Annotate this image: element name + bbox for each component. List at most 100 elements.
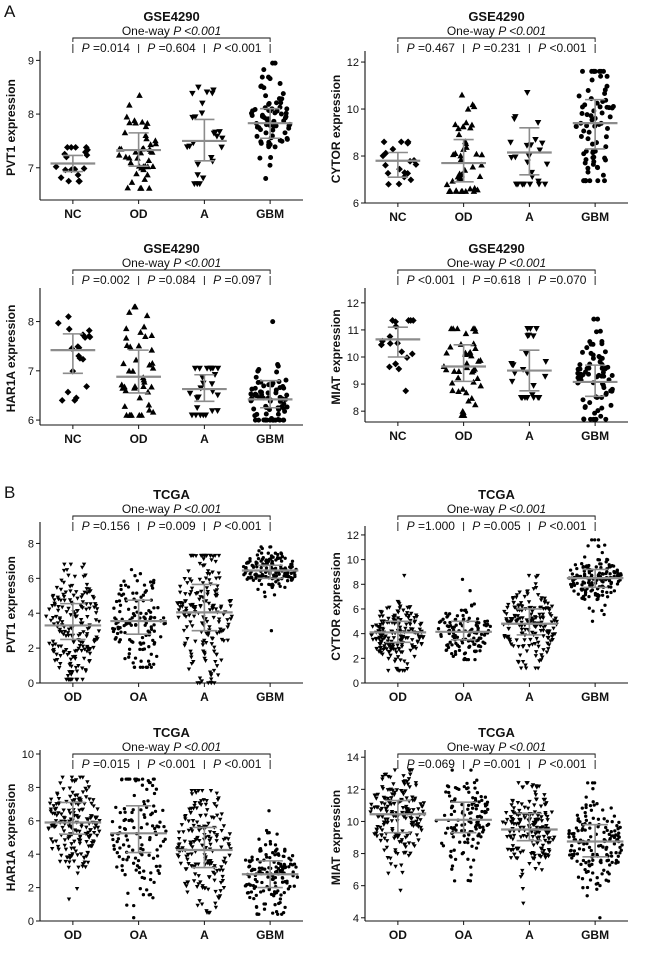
data-point	[207, 625, 212, 630]
pair-p-value: P =0.467	[407, 41, 456, 55]
data-point	[128, 179, 136, 185]
oneway-label: One-way P <0.001	[447, 740, 546, 754]
data-point	[522, 351, 530, 357]
data-point	[580, 397, 586, 403]
data-point	[212, 553, 218, 558]
data-point	[80, 640, 85, 645]
data-point	[484, 810, 488, 814]
data-point	[267, 557, 272, 561]
data-point	[608, 572, 612, 576]
data-point	[602, 612, 606, 617]
data-point	[402, 573, 407, 578]
data-point	[150, 584, 154, 588]
data-point	[601, 373, 607, 379]
data-point	[450, 804, 455, 809]
data-point	[196, 862, 201, 867]
data-point	[280, 880, 285, 884]
data-point	[46, 827, 51, 832]
data-point	[530, 383, 537, 389]
data-point	[66, 865, 71, 870]
data-point	[54, 319, 62, 327]
data-point	[454, 828, 458, 832]
data-point	[578, 820, 582, 824]
data-point	[513, 619, 519, 624]
data-point	[603, 603, 607, 607]
data-point	[535, 666, 541, 671]
data-point	[571, 853, 576, 858]
data-point	[94, 607, 100, 612]
data-point	[192, 801, 198, 805]
data-point	[390, 642, 395, 647]
data-point	[370, 624, 375, 629]
data-point	[214, 791, 220, 796]
y-tick-label: 0	[353, 678, 359, 690]
data-point	[261, 67, 267, 73]
data-point	[202, 412, 210, 419]
data-point	[462, 330, 470, 337]
data-point	[601, 808, 605, 812]
data-point	[450, 768, 454, 772]
data-point	[227, 853, 232, 858]
data-point	[257, 155, 263, 161]
data-point	[469, 163, 477, 170]
data-point	[394, 650, 399, 655]
data-point	[283, 556, 287, 560]
chart-title: GSE4290	[468, 241, 524, 256]
data-point	[386, 642, 391, 647]
pair-p-value: P <0.001	[213, 41, 262, 55]
pair-p-value: P =0.618	[472, 273, 521, 287]
data-point	[445, 643, 449, 647]
data-point	[186, 828, 192, 833]
data-point	[61, 580, 67, 585]
data-point	[254, 905, 259, 909]
data-point	[476, 173, 484, 180]
data-point	[387, 801, 392, 806]
data-point	[443, 349, 450, 356]
data-point	[83, 865, 88, 870]
y-tick-label: 8	[28, 109, 34, 121]
data-point	[57, 859, 63, 864]
data-point	[518, 825, 523, 830]
data-point	[575, 859, 579, 863]
data-point	[455, 614, 460, 618]
data-point	[457, 152, 464, 159]
data-point	[591, 609, 595, 613]
data-point	[78, 618, 84, 622]
data-point	[254, 576, 258, 580]
data-point	[279, 559, 284, 563]
data-point	[213, 901, 218, 906]
data-point	[148, 346, 156, 353]
data-point	[257, 866, 262, 870]
data-point	[136, 858, 141, 863]
data-point	[72, 839, 77, 844]
data-point	[591, 316, 597, 322]
y-tick-label: 2	[353, 653, 359, 665]
data-point	[74, 590, 79, 595]
y-axis-label: HAR1A expression	[4, 305, 18, 413]
data-point	[514, 593, 520, 598]
data-point	[279, 893, 283, 897]
data-point	[93, 823, 99, 828]
y-axis-label: CYTOR expression	[329, 552, 343, 660]
data-point	[464, 610, 469, 614]
data-point	[274, 369, 280, 375]
data-point	[541, 625, 546, 630]
data-point	[138, 572, 143, 576]
x-tick-label: OA	[455, 928, 473, 942]
data-point	[129, 567, 134, 572]
data-point	[200, 788, 205, 793]
data-point	[122, 387, 130, 394]
chart-title: TCGA	[478, 487, 515, 502]
data-point	[597, 328, 603, 334]
data-point	[113, 637, 117, 641]
oneway-text: One-way	[122, 24, 173, 38]
data-point	[189, 829, 195, 834]
y-tick-label: 4	[353, 629, 359, 641]
data-point	[207, 578, 212, 583]
data-point	[85, 850, 90, 855]
data-point	[412, 654, 417, 659]
data-point	[595, 408, 601, 414]
y-axis-label: PVT1 expression	[4, 79, 18, 176]
data-point	[544, 630, 550, 635]
data-point	[543, 161, 551, 168]
